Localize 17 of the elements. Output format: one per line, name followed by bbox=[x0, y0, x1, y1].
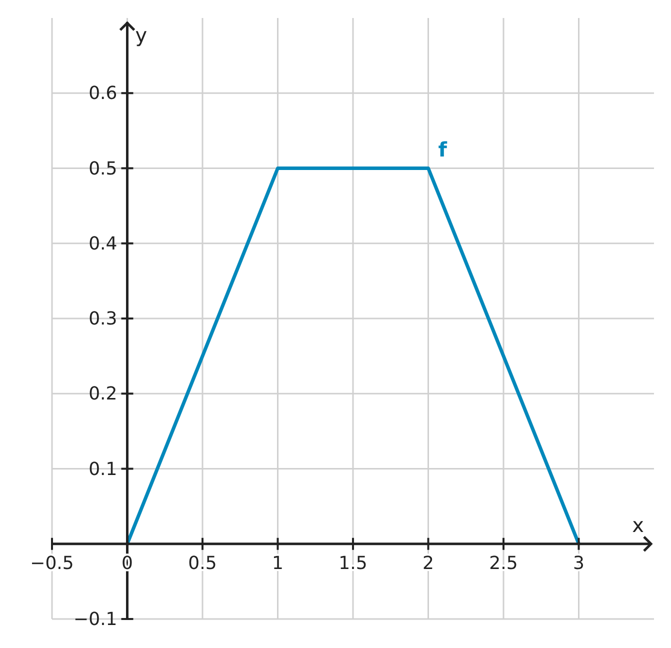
y-tick-label: −0.1 bbox=[74, 609, 118, 630]
y-tick-label: 0.6 bbox=[88, 83, 118, 104]
y-tick-label: 0.3 bbox=[88, 308, 118, 330]
x-tick-label: 3 bbox=[573, 552, 584, 574]
y-tick-label: 0.5 bbox=[88, 158, 118, 180]
x-tick-label: 0.5 bbox=[188, 552, 217, 574]
y-tick-label: 0.4 bbox=[88, 233, 118, 254]
x-tick-label: −0.5 bbox=[30, 552, 74, 574]
x-tick-label: 2 bbox=[422, 552, 434, 574]
y-tick-label: 0.1 bbox=[88, 458, 118, 480]
y-tick-label: 0.2 bbox=[88, 384, 118, 405]
x-tick-label: 1.5 bbox=[338, 552, 368, 574]
series-label: f bbox=[438, 137, 448, 162]
y-axis-title: y bbox=[135, 23, 148, 47]
x-tick-label: 2.5 bbox=[489, 552, 518, 574]
x-tick-label: 1 bbox=[272, 552, 284, 574]
x-axis-title: x bbox=[632, 512, 644, 537]
